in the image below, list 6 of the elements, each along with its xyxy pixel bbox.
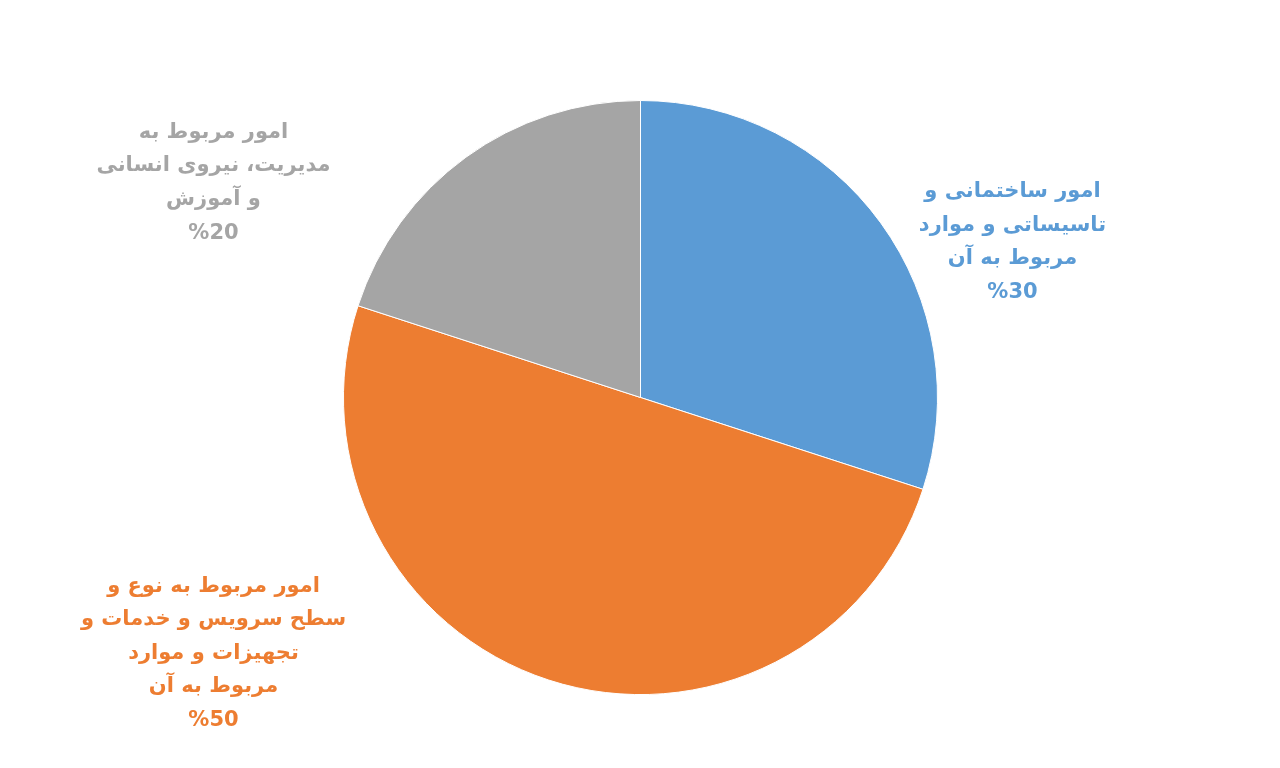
data-label: %50 <box>188 706 239 731</box>
data-label: %20 <box>188 219 239 244</box>
data-label: %30 <box>987 278 1038 303</box>
slice-label: امور ساختمانی و تاسیساتی و موارد مربوط به آن <box>918 177 1107 270</box>
slice-label: امور مربوط به مدیریت، نیروی انسانی و آموزش <box>96 118 331 211</box>
slice-label: امور مربوط به نوع و سطح سرویس و خدمات و تجهیزات و موارد مربوط به آن <box>79 572 347 698</box>
